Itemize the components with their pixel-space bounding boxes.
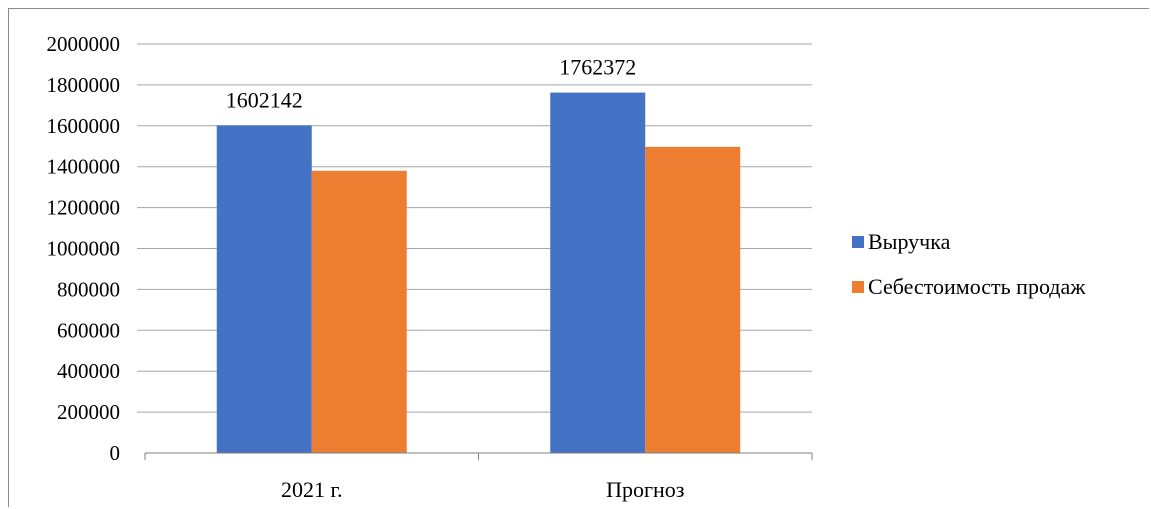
legend: Выручка Себестоимость продаж <box>852 229 1085 319</box>
y-tick-label: 0 <box>110 441 121 465</box>
bar <box>645 146 741 453</box>
legend-item-cost-of-sales: Себестоимость продаж <box>852 274 1085 299</box>
bar <box>216 125 312 453</box>
y-tick-label: 1600000 <box>47 114 121 138</box>
legend-label-cost-of-sales: Себестоимость продаж <box>868 273 1086 299</box>
y-tick-label: 200000 <box>57 400 120 424</box>
y-tick-label: 400000 <box>57 359 120 383</box>
legend-swatch-revenue <box>852 235 864 248</box>
x-tick-label: 2021 г. <box>281 477 343 502</box>
bar <box>311 170 407 454</box>
data-label: 1762372 <box>559 55 636 80</box>
y-tick-label: 600000 <box>57 318 120 342</box>
data-labels: 1602142 1762372 <box>226 55 637 113</box>
legend-label-revenue: Выручка <box>868 228 951 254</box>
y-tick-label: 800000 <box>57 277 120 301</box>
y-tick-label: 1400000 <box>47 155 121 179</box>
x-axis <box>144 452 813 460</box>
data-label: 1602142 <box>226 87 303 112</box>
y-tick-label: 1800000 <box>47 73 121 97</box>
y-tick-label: 1000000 <box>47 237 121 261</box>
y-axis-tick-labels: 0 200000 400000 600000 800000 1000000 1200000 1… <box>47 32 121 465</box>
x-tick-label: Прогноз <box>606 477 684 502</box>
bar <box>550 92 646 454</box>
bars <box>216 92 741 454</box>
y-tick-label: 1200000 <box>47 196 121 220</box>
x-axis-tick-labels: 2021 г. Прогноз <box>281 477 684 502</box>
legend-item-revenue: Выручка <box>852 229 1085 254</box>
y-tick-label: 2000000 <box>47 32 121 56</box>
legend-swatch-cost-of-sales <box>852 280 864 293</box>
chart-frame <box>8 8 1149 507</box>
